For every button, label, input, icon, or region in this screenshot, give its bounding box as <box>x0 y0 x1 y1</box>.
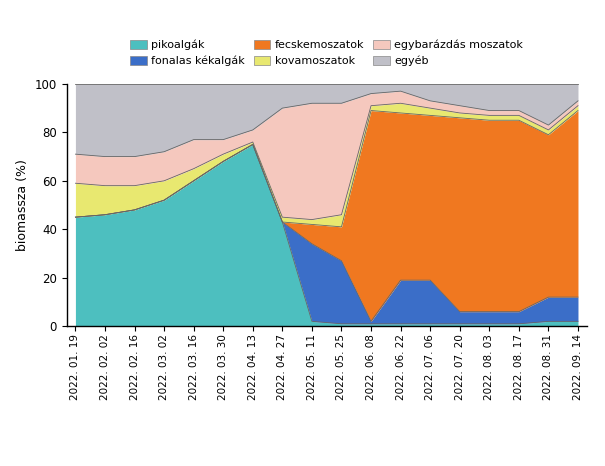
Legend: pikoalgák, fonalas kékalgák, fecskemoszatok, kovamoszatok, egybarázdás moszatok,: pikoalgák, fonalas kékalgák, fecskemosza… <box>127 36 526 69</box>
Y-axis label: biomassza (%): biomassza (%) <box>16 159 29 251</box>
